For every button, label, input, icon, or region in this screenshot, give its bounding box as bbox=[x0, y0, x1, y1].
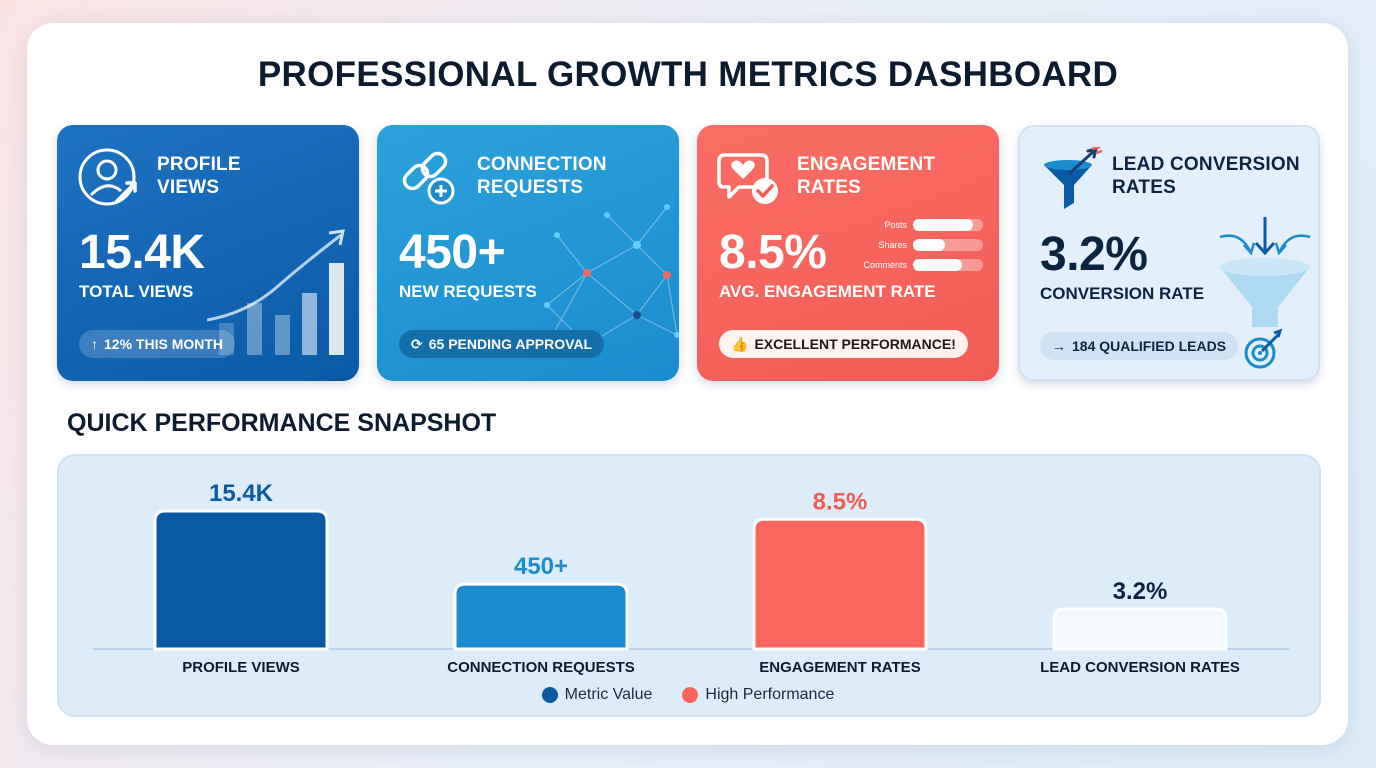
card-title: LEAD CONVERSION RATES bbox=[1112, 154, 1300, 198]
status-badge: 👍 EXCELLENT PERFORMANCE! bbox=[719, 330, 968, 358]
growth-bars-decoration bbox=[207, 229, 345, 355]
category-label: CONNECTION REQUESTS bbox=[447, 659, 635, 676]
card-lead-conversion[interactable]: LEAD CONVERSION RATES 3.2% CONVERSION RA… bbox=[1018, 125, 1320, 381]
thumbs-up-icon: 👍 bbox=[731, 335, 749, 352]
breakdown-bar-shares bbox=[913, 239, 945, 251]
status-badge: ↑ 12% THIS MONTH bbox=[79, 330, 236, 358]
card-subtitle: AVG. ENGAGEMENT RATE bbox=[719, 282, 936, 301]
breakdown-label-shares: Shares bbox=[878, 240, 907, 250]
card-title: PROFILE VIEWS bbox=[157, 154, 241, 198]
status-badge: ⟳ 65 PENDING APPROVAL bbox=[399, 330, 605, 358]
legend-label: Metric Value bbox=[564, 686, 653, 703]
card-connection-requests[interactable]: CONNECTION REQUESTS 450+ NEW REQUESTS ⟳ … bbox=[377, 125, 679, 381]
arrow-up-icon: ↑ bbox=[91, 336, 98, 352]
snapshot-title: QUICK PERFORMANCE SNAPSHOT bbox=[67, 409, 497, 437]
badge-text: 184 QUALIFIED LEADS bbox=[1072, 338, 1227, 354]
snapshot-bar-chart: 15.4K PROFILE VIEWS 450+ CONNECTION REQUEST… bbox=[93, 480, 1289, 676]
badge-text: 65 PENDING APPROVAL bbox=[428, 336, 593, 352]
bar-connection-requests bbox=[453, 582, 629, 651]
category-label: PROFILE VIEWS bbox=[182, 659, 300, 676]
chart-legend: Metric Value High Performance bbox=[0, 686, 1376, 704]
data-label: 3.2% bbox=[1113, 578, 1168, 605]
category-label: LEAD CONVERSION RATES bbox=[1040, 659, 1240, 676]
card-value: 450+ bbox=[399, 226, 506, 279]
card-value: 15.4K bbox=[79, 226, 205, 279]
user-growth-icon bbox=[78, 148, 137, 206]
card-profile-views[interactable]: PROFILE VIEWS 15.4K TOTAL VIEWS ↑ 12% TH… bbox=[57, 125, 359, 381]
status-badge: → 184 QUALIFIED LEADS bbox=[1040, 332, 1239, 360]
legend-item-high: High Performance bbox=[682, 686, 834, 704]
network-decoration bbox=[544, 204, 679, 348]
legend-item-metric: Metric Value bbox=[541, 686, 653, 704]
card-subtitle: TOTAL VIEWS bbox=[79, 282, 194, 301]
legend-dot-high bbox=[682, 687, 699, 703]
breakdown-label-posts: Posts bbox=[884, 220, 907, 230]
engagement-breakdown: Posts Shares Comments bbox=[863, 219, 983, 271]
legend-dot-metric bbox=[541, 687, 558, 703]
page-title: PROFESSIONAL GROWTH METRICS DASHBOARD bbox=[257, 55, 1119, 94]
arrow-right-icon: → bbox=[1052, 338, 1066, 354]
data-label: 450+ bbox=[514, 553, 568, 580]
card-subtitle: NEW REQUESTS bbox=[399, 282, 537, 301]
card-value: 3.2% bbox=[1040, 228, 1148, 281]
bar-profile-views bbox=[153, 509, 329, 651]
funnel-decoration bbox=[1219, 217, 1311, 369]
link-add-icon bbox=[402, 151, 455, 205]
breakdown-bar-posts bbox=[913, 219, 973, 231]
card-subtitle: CONVERSION RATE bbox=[1040, 284, 1205, 303]
data-label: 8.5% bbox=[813, 488, 868, 515]
category-label: ENGAGEMENT RATES bbox=[759, 659, 920, 676]
breakdown-bar-comments bbox=[913, 259, 962, 271]
card-value: 8.5% bbox=[719, 226, 827, 279]
bar-engagement-rates bbox=[752, 517, 928, 651]
refresh-icon: ⟳ bbox=[411, 335, 423, 352]
legend-label: High Performance bbox=[705, 686, 835, 703]
card-engagement-rates[interactable]: ENGAGEMENT RATES Posts Shares Comments 8… bbox=[697, 125, 999, 381]
heart-check-icon bbox=[717, 153, 778, 204]
card-title: ENGAGEMENT RATES bbox=[797, 154, 936, 198]
badge-text: 12% THIS MONTH bbox=[104, 336, 224, 352]
bar-lead-conversion-rates bbox=[1052, 607, 1228, 651]
snapshot-chart-container: 15.4K PROFILE VIEWS 450+ CONNECTION REQUEST… bbox=[57, 454, 1321, 717]
data-label: 15.4K bbox=[209, 480, 274, 507]
breakdown-label-comments: Comments bbox=[863, 260, 907, 270]
funnel-target-icon bbox=[1044, 147, 1103, 209]
card-title: CONNECTION REQUESTS bbox=[477, 154, 607, 198]
badge-text: EXCELLENT PERFORMANCE! bbox=[754, 336, 956, 352]
